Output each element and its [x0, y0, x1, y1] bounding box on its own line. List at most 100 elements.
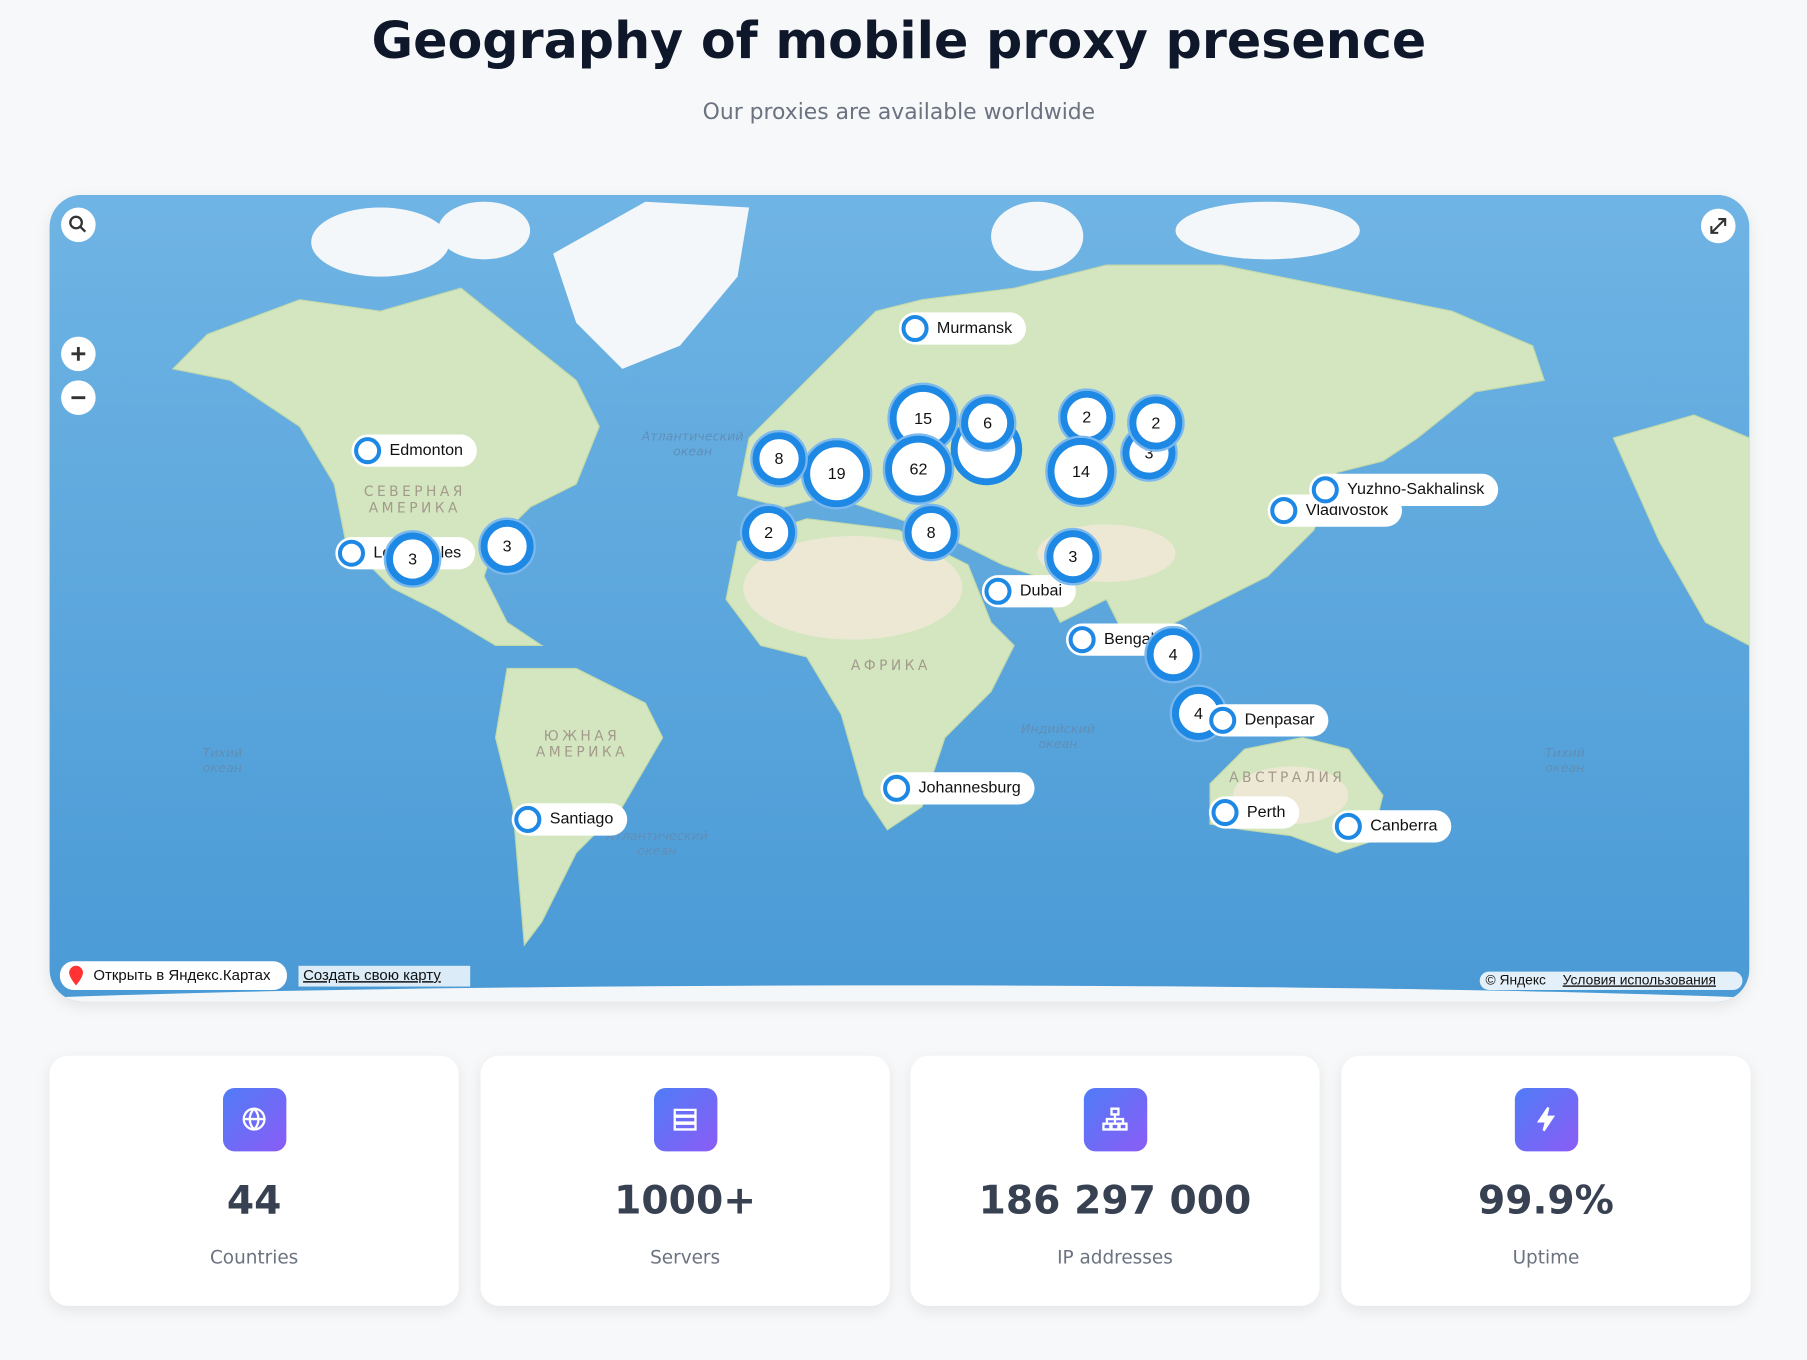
- stat-label: Countries: [210, 1248, 298, 1269]
- city-dot: [514, 805, 542, 833]
- region-label: АМЕРИКА: [536, 745, 628, 761]
- cluster-halo: [739, 503, 798, 562]
- cluster[interactable]: 3: [478, 517, 536, 576]
- city-marker[interactable]: Perth: [1208, 796, 1300, 829]
- ocean-label: Тихий: [202, 745, 242, 760]
- cluster[interactable]: 14: [1045, 435, 1117, 508]
- cluster-halo: [958, 394, 1017, 452]
- city-marker[interactable]: Edmonton: [351, 434, 477, 467]
- city-marker[interactable]: Canberra: [1332, 810, 1452, 843]
- city-marker[interactable]: Denpasar: [1206, 704, 1329, 737]
- stat-icon: [673, 1108, 697, 1131]
- city-dot: [1211, 798, 1239, 827]
- cluster-halo: [882, 433, 955, 505]
- city-marker[interactable]: Dubai: [981, 575, 1076, 608]
- cluster-ring: [1047, 437, 1115, 505]
- region-label: СЕВЕРНАЯ: [364, 484, 466, 500]
- city-label: Edmonton: [390, 441, 464, 459]
- cluster-ring: [904, 505, 958, 559]
- city-marker[interactable]: Yuzhno-Sakhalinsk: [1309, 473, 1499, 506]
- title: Geography of mobile proxy presence: [372, 11, 1427, 70]
- ocean-label: океан: [673, 443, 712, 458]
- cluster[interactable]: 6: [958, 394, 1017, 452]
- ocean-label: океан: [1038, 736, 1077, 751]
- cluster-ring: [885, 435, 952, 503]
- cluster-halo: [750, 429, 808, 488]
- city-dot: [1270, 497, 1298, 525]
- cluster[interactable]: 15: [887, 382, 959, 455]
- cluster-count: 3: [1068, 548, 1077, 566]
- ocean-label: Индийский: [1021, 721, 1095, 736]
- cluster-count: 3: [408, 550, 417, 568]
- stat-card: [910, 1055, 1320, 1306]
- cluster[interactable]: 3: [1044, 527, 1102, 586]
- region-label: ЮЖНАЯ: [544, 728, 621, 744]
- cluster-halo: [902, 503, 960, 562]
- city-label: Santiago: [550, 810, 614, 828]
- city-dot: [984, 577, 1012, 605]
- stat-value: 186 297 000: [979, 1179, 1252, 1224]
- cluster-halo: [1144, 625, 1202, 684]
- city-dot: [1334, 812, 1362, 840]
- cluster[interactable]: 19: [800, 437, 873, 510]
- cluster-count: 4: [1169, 646, 1178, 664]
- cluster-ring: [1129, 396, 1183, 450]
- city-dot: [1209, 706, 1237, 734]
- cluster-count: 4: [1194, 705, 1203, 723]
- stat-value: 1000+: [614, 1179, 756, 1224]
- city-dot: [1068, 626, 1096, 654]
- stat-icon: [1536, 1106, 1556, 1132]
- cluster-count: 3: [1144, 444, 1153, 462]
- city-marker[interactable]: Johannesburg: [880, 772, 1035, 805]
- cluster-count: 8: [927, 524, 936, 542]
- cluster-ring: [1046, 530, 1100, 584]
- city-dot: [337, 539, 366, 567]
- stat-icon-bg: [654, 1087, 718, 1152]
- cluster-count: 14: [1072, 463, 1090, 481]
- cluster[interactable]: 2: [739, 503, 798, 562]
- stat-icon: [1102, 1107, 1128, 1131]
- region-label: АВСТРАЛИЯ: [1229, 770, 1345, 786]
- cluster[interactable]: 4: [1144, 625, 1202, 684]
- cluster-count: 3: [503, 538, 512, 556]
- copyright: © Яндекс: [1485, 971, 1546, 987]
- city-label: Johannesburg: [918, 779, 1020, 797]
- stat-card: [49, 1055, 459, 1306]
- cluster-halo: [1045, 435, 1117, 508]
- cluster-ring: [1146, 628, 1200, 682]
- cluster[interactable]: 62: [882, 433, 955, 505]
- cluster-count: 6: [983, 414, 992, 432]
- cluster-count: 19: [828, 465, 846, 483]
- city-pill: [351, 434, 477, 467]
- cluster[interactable]: 2: [1127, 394, 1185, 452]
- cluster-ring: [961, 396, 1015, 450]
- region-label: АМЕРИКА: [369, 500, 461, 516]
- city-dot: [354, 437, 382, 465]
- city-marker[interactable]: Santiago: [511, 803, 628, 836]
- city-dot: [883, 774, 911, 802]
- cluster[interactable]: 8: [902, 503, 960, 562]
- city-dot: [1311, 476, 1339, 504]
- ocean-label: Тихий: [1545, 745, 1585, 760]
- stat-card: [480, 1055, 890, 1306]
- open-yandex[interactable]: Открыть в Яндекс.Картах: [93, 967, 271, 984]
- cluster-count: 62: [910, 461, 928, 479]
- region-label: АФРИКА: [851, 658, 931, 674]
- stat-value: 99.9%: [1478, 1179, 1614, 1224]
- cluster-count: 2: [1151, 414, 1160, 432]
- ocean-label: океан: [1545, 760, 1584, 775]
- stat-value: 44: [227, 1179, 282, 1224]
- ocean-label: Атлантический: [605, 828, 708, 843]
- cluster-halo: [478, 517, 536, 576]
- city-label: Dubai: [1020, 582, 1062, 600]
- map[interactable]: СЕВЕРНАЯАМЕРИКАЮЖНАЯАМЕРИКААФРИКААВСТРАЛ…: [0, 194, 1807, 1043]
- cluster-ring: [752, 432, 806, 486]
- city-marker[interactable]: Murmansk: [898, 312, 1027, 345]
- create-map[interactable]: Создать свою карту: [303, 967, 441, 984]
- cluster-halo: [383, 530, 442, 588]
- cluster[interactable]: 8: [750, 429, 808, 488]
- cluster-count: 8: [775, 450, 784, 468]
- ocean-label: океан: [203, 760, 242, 775]
- cluster[interactable]: 3: [383, 530, 442, 588]
- terms[interactable]: Условия использования: [1563, 971, 1716, 987]
